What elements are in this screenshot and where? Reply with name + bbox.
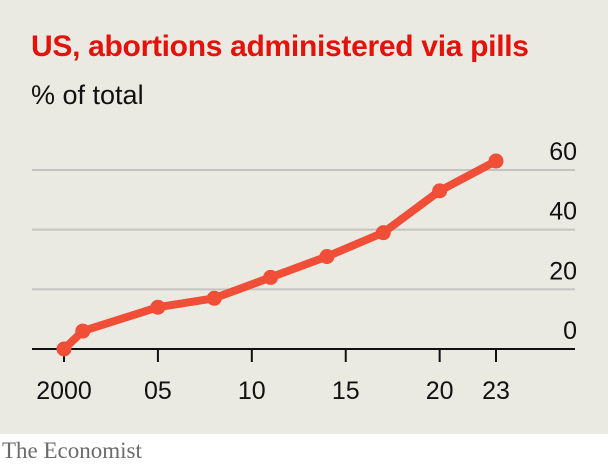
y-tick-label: 20 (549, 257, 577, 285)
series-layer (56, 153, 504, 357)
data-point (375, 225, 391, 241)
y-tick-label: 0 (563, 317, 577, 345)
x-tick-label: 05 (144, 377, 172, 405)
x-axis: 2000 05 10 15 20 23 (32, 348, 575, 405)
line-chart: 0 20 40 60 2000 05 10 15 20 23 (32, 138, 577, 405)
y-tick-label: 60 (549, 138, 577, 166)
data-point (150, 299, 166, 315)
x-tick-label: 2000 (36, 377, 92, 405)
x-tick-label: 23 (482, 377, 510, 405)
y-axis-labels: 0 20 40 60 (549, 138, 577, 345)
x-tick-label: 10 (238, 377, 266, 405)
data-point (206, 290, 222, 306)
data-point (488, 153, 504, 169)
data-point (319, 249, 335, 265)
chart-panel (0, 0, 608, 434)
source-credit: The Economist (2, 438, 142, 463)
gridlines (32, 169, 575, 291)
data-point (432, 183, 448, 199)
chart-subtitle: % of total (31, 80, 144, 110)
y-tick-label: 40 (549, 198, 577, 226)
data-point (263, 269, 279, 285)
x-tick-label: 20 (426, 377, 454, 405)
chart-title: US, abortions administered via pills (31, 30, 529, 63)
series-line (60, 157, 500, 353)
data-point (56, 341, 72, 357)
x-tick-label: 15 (332, 377, 360, 405)
data-point (75, 323, 91, 339)
